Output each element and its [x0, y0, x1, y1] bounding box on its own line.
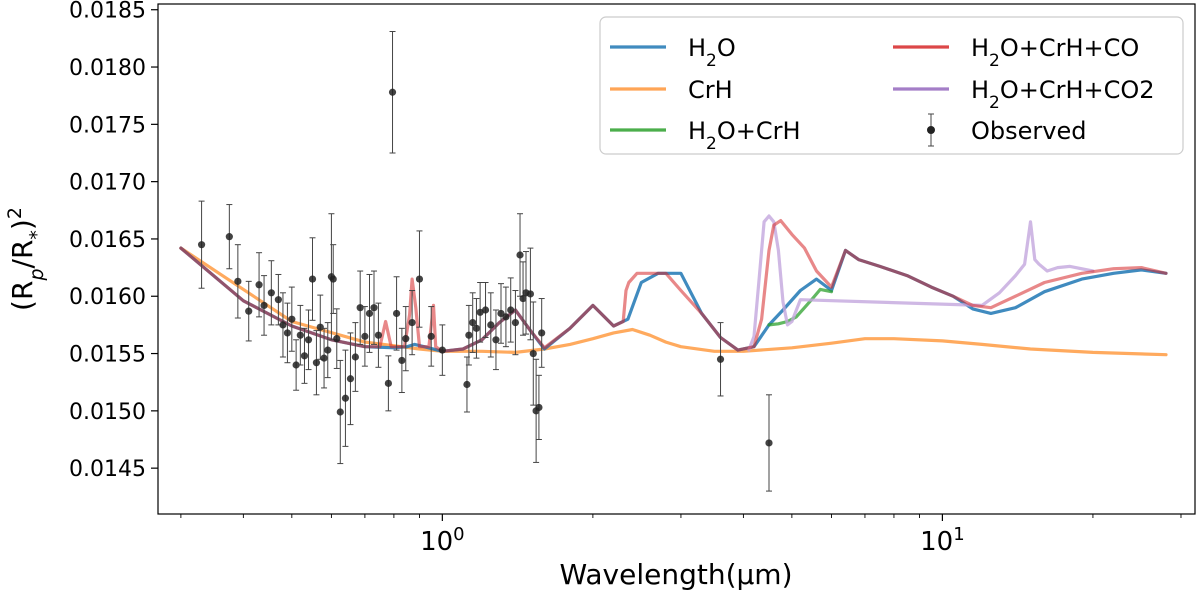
y-tick-label: 0.0160: [69, 285, 146, 310]
observed-point: [384, 379, 392, 387]
observed-point: [427, 332, 435, 340]
observed-point: [288, 315, 296, 323]
observed-point: [260, 301, 268, 310]
observed-point: [296, 331, 304, 339]
observed-point: [329, 275, 337, 283]
observed-point: [316, 323, 324, 331]
observed-point: [320, 354, 328, 362]
observed-point: [516, 251, 524, 259]
legend-label: CrH: [688, 76, 733, 104]
y-tick-label: 0.0145: [69, 457, 146, 482]
observed-point: [304, 336, 313, 344]
observed-point: [356, 304, 364, 312]
observed-point: [333, 335, 341, 343]
series-line-h2o-crh-co2: [747, 214, 1095, 352]
legend-label: H2O+CrH: [688, 117, 801, 154]
observed-point: [438, 346, 446, 354]
observed-point: [765, 439, 773, 447]
observed-point: [267, 289, 275, 297]
observed-point: [519, 294, 527, 303]
legend-label: H2O+CrH+CO2: [971, 76, 1155, 113]
observed-point: [341, 394, 350, 402]
observed-point: [312, 359, 321, 367]
series-layer: [179, 214, 1168, 357]
observed-point: [388, 88, 397, 96]
observed-point: [283, 329, 292, 337]
y-tick-label: 0.0170: [69, 171, 146, 196]
series-line-h2o-crh: [767, 287, 834, 327]
observed-point: [279, 321, 287, 329]
legend-label: H2O: [688, 34, 736, 71]
legend-label: Observed: [971, 117, 1086, 145]
observed-point: [402, 335, 410, 343]
observed-point: [292, 361, 300, 369]
y-tick-label: 0.0165: [69, 228, 146, 253]
legend-label: H2O+CrH+CO: [971, 34, 1139, 71]
observed-point: [408, 319, 416, 327]
x-axis-title: Wavelength(μm): [559, 558, 792, 591]
y-tick-label: 0.0150: [69, 400, 146, 425]
observed-point: [361, 332, 369, 340]
observed-point: [392, 309, 401, 318]
legend-items: H2O CrH H2O+CrH H2O+CrH+CO H2O+CrH+CO2 Observ…: [610, 34, 1155, 154]
legend: H2O CrH H2O+CrH H2O+CrH+CO H2O+CrH+CO2 Observ…: [599, 16, 1184, 155]
observed-point: [308, 275, 317, 283]
observed-point: [365, 309, 374, 318]
observed-point: [511, 319, 520, 327]
observed-point: [472, 324, 481, 332]
observed-point: [398, 356, 406, 365]
legend-marker-point: [927, 126, 935, 134]
observed-point: [487, 321, 495, 329]
observed-point: [274, 296, 282, 304]
observed-point: [463, 380, 471, 389]
observed-point: [225, 233, 233, 241]
observed-point: [502, 313, 510, 321]
observed-point: [197, 241, 206, 249]
series-line-h2o-crh-co: [179, 219, 1168, 353]
observed-point: [507, 306, 515, 314]
x-tick-label: 100: [420, 524, 465, 558]
observed-point: [529, 349, 537, 358]
y-tick-label: 0.0175: [69, 113, 146, 138]
legend-frame: [599, 16, 1184, 155]
observed-point: [234, 277, 242, 285]
observed-point: [336, 408, 344, 416]
observed-point: [476, 308, 484, 316]
observed-point: [538, 329, 546, 337]
observed-point: [465, 331, 473, 339]
observed-point: [255, 281, 263, 289]
x-tick-label: 101: [920, 524, 965, 558]
observed-point: [481, 306, 490, 314]
observed-point: [346, 375, 355, 383]
observed-point: [370, 304, 378, 312]
observed-point: [245, 307, 253, 315]
y-tick-label: 0.0180: [69, 56, 146, 81]
axes-layer: 0.0145 0.0150 0.0155 0.0160 0.0165 0.0170 0.01…: [69, 0, 1182, 558]
observed-point: [469, 319, 477, 327]
observed-point: [374, 331, 383, 339]
observed-point: [492, 336, 500, 344]
observed-point: [526, 290, 535, 298]
observed-point: [535, 403, 543, 412]
observed-point: [324, 346, 332, 354]
observed-point: [300, 352, 309, 360]
y-tick-label: 0.0155: [69, 343, 146, 368]
plot-area-frame: [157, 3, 1196, 515]
observed-point: [716, 355, 725, 363]
observed-point: [415, 275, 424, 283]
y-tick-label: 0.0185: [69, 0, 146, 24]
observed-point: [351, 353, 359, 361]
observed-layer: [197, 31, 773, 492]
